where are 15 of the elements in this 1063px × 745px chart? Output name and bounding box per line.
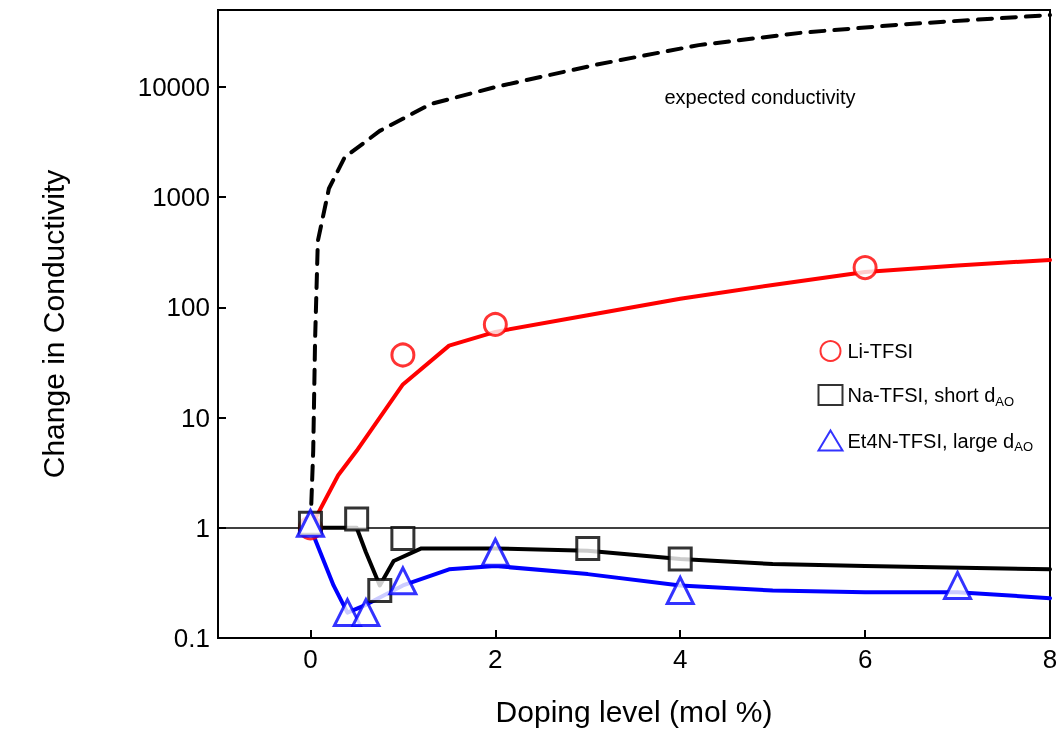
- y-axis-title: Change in Conductivity: [36, 169, 70, 479]
- annotation: expected conductivity: [664, 86, 856, 108]
- x-tick-label: 4: [672, 644, 688, 674]
- x-axis-title: Doping level (mol %): [495, 694, 773, 728]
- y-tick-label: 0.1: [173, 623, 210, 653]
- x-tick-label: 2: [488, 644, 503, 674]
- y-tick-label: 1: [195, 512, 210, 543]
- y-tick-label: 10000: [137, 72, 210, 103]
- x-tick-label: 0: [303, 644, 318, 674]
- y-tick-label: 10: [181, 402, 210, 433]
- y-tick-label: 100: [166, 292, 210, 323]
- x-tick-label: 8: [1042, 644, 1058, 674]
- x-tick-label: 6: [857, 644, 873, 674]
- legend-label: Li-TFSI: [847, 340, 914, 362]
- y-tick-label: 1000: [152, 182, 210, 213]
